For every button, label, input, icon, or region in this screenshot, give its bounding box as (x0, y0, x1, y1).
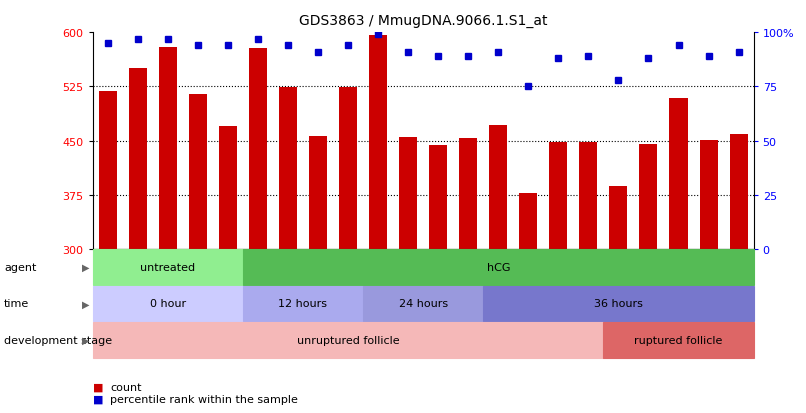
Bar (639, 145, 658, 250)
Text: ■: ■ (93, 394, 103, 404)
Bar (550, 142, 567, 250)
Bar (729, 134, 748, 250)
Bar (399, 138, 418, 250)
Text: ruptured follicle: ruptured follicle (634, 335, 723, 345)
Bar (279, 88, 297, 250)
Bar (700, 141, 717, 250)
Text: development stage: development stage (4, 335, 112, 345)
Bar (189, 95, 207, 250)
Bar (339, 88, 357, 250)
Bar (429, 146, 447, 250)
Text: ▶: ▶ (82, 299, 89, 309)
Bar (129, 69, 147, 250)
Text: untreated: untreated (140, 262, 195, 273)
Text: 0 hour: 0 hour (150, 299, 186, 309)
Bar (219, 127, 237, 250)
Bar (309, 137, 327, 250)
Bar (369, 36, 387, 250)
Text: 24 hours: 24 hours (399, 299, 447, 309)
Text: 12 hours: 12 hours (279, 299, 327, 309)
Text: ▶: ▶ (82, 335, 89, 345)
Text: time: time (4, 299, 29, 309)
Bar (459, 139, 477, 250)
Text: hCG: hCG (487, 262, 510, 273)
Bar (670, 99, 688, 250)
Text: ■: ■ (93, 382, 103, 392)
Text: unruptured follicle: unruptured follicle (297, 335, 399, 345)
Title: GDS3863 / MmugDNA.9066.1.S1_at: GDS3863 / MmugDNA.9066.1.S1_at (299, 14, 547, 28)
Bar (609, 186, 627, 250)
Bar (159, 47, 177, 250)
Text: agent: agent (4, 262, 36, 273)
Bar (249, 49, 267, 250)
Bar (580, 142, 597, 250)
Text: percentile rank within the sample: percentile rank within the sample (110, 394, 298, 404)
Text: 36 hours: 36 hours (594, 299, 643, 309)
Bar (489, 126, 507, 250)
Bar (98, 92, 117, 250)
Bar (519, 193, 538, 250)
Text: count: count (110, 382, 142, 392)
Text: ▶: ▶ (82, 262, 89, 273)
